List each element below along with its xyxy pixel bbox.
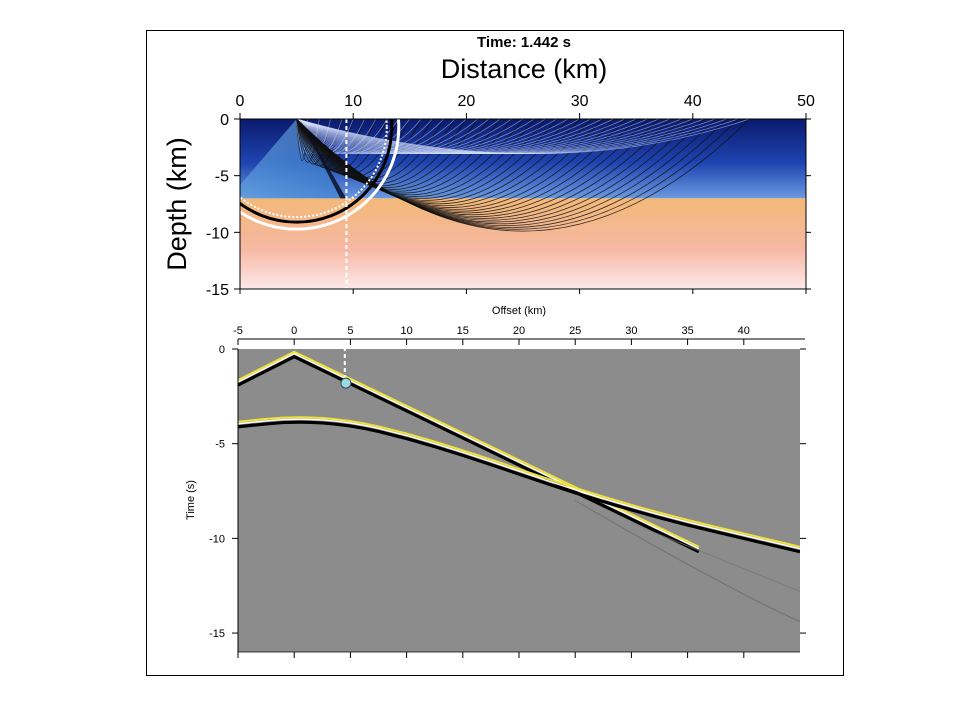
top-x-tick-label: 20 — [458, 93, 476, 110]
time-label: Time: 1.442 s — [477, 34, 571, 51]
seismogram-background — [238, 349, 800, 652]
ray-path — [296, 119, 750, 232]
receiver-marker — [340, 377, 352, 389]
top-x-axis-label: Distance (km) — [441, 54, 608, 84]
bottom-y-axis-label: Time (s) — [185, 480, 197, 520]
top-x-tick-label: 30 — [571, 93, 589, 110]
trace-white-lobe-1 — [238, 418, 800, 550]
wavefield-panel: 0 10 20 30 40 50 0 -5 -10 -15 — [206, 93, 815, 299]
top-y-tick-label: -15 — [206, 282, 229, 299]
seismogram-traces — [238, 350, 800, 623]
ray-path-refracted — [296, 119, 750, 155]
wavefield-frame — [239, 118, 807, 290]
trace-yellow-1 — [238, 416, 800, 548]
bottom-x-tick-label: 15 — [457, 325, 469, 337]
bottom-y-tick-label: -10 — [209, 533, 225, 545]
seismogram-panel: -5 0 5 10 15 20 25 30 35 40 0 -5 -10 -15 — [209, 325, 806, 658]
wavefront-ring-outer — [240, 119, 401, 231]
direct-ray-beam — [299, 119, 347, 199]
trace-yellow-0 — [238, 350, 700, 548]
wavefront-ring-dark — [240, 119, 394, 224]
trace-faint-multiple — [574, 499, 800, 623]
ray-paths — [240, 119, 750, 232]
top-x-tick-label: 50 — [797, 93, 815, 110]
trace-dark-lobe-1 — [238, 420, 800, 554]
bottom-x-tick-label: 10 — [400, 325, 412, 337]
bottom-x-tick-label: 25 — [569, 325, 581, 337]
seismogram-axes: -5 0 5 10 15 20 25 30 35 40 0 -5 -10 -15 — [209, 325, 806, 658]
top-y-tick-label: 0 — [220, 112, 229, 129]
direct-ray-wedge — [240, 119, 347, 199]
top-x-tick-label: 40 — [684, 93, 702, 110]
bottom-y-tick-label: 0 — [219, 344, 225, 356]
bottom-x-tick-label: 40 — [738, 325, 750, 337]
top-x-tick-label: 0 — [236, 93, 245, 110]
wavefront — [240, 119, 401, 231]
bottom-x-tick-label: 20 — [513, 325, 525, 337]
top-y-axis-label: Depth (km) — [162, 137, 192, 271]
trace-faint-multiple-2 — [631, 522, 800, 592]
bottom-x-tick-label: 30 — [625, 325, 637, 337]
bottom-x-tick-label: 0 — [291, 325, 297, 337]
bottom-x-tick-label: 5 — [347, 325, 353, 337]
top-x-tick-label: 10 — [344, 93, 362, 110]
figure-frame — [146, 30, 844, 676]
bottom-y-tick-label: -15 — [209, 628, 225, 640]
bottom-x-tick-label: -5 — [233, 325, 243, 337]
bottom-x-axis-label: Offset (km) — [492, 305, 546, 317]
bottom-x-tick-label: 35 — [681, 325, 693, 337]
wavefield-axes: 0 10 20 30 40 50 0 -5 -10 -15 — [206, 93, 815, 299]
top-y-tick-label: -5 — [215, 169, 229, 186]
bottom-y-tick-label: -5 — [215, 439, 225, 451]
top-y-tick-label: -10 — [206, 225, 229, 242]
wavefront-ring-inner — [240, 119, 388, 219]
